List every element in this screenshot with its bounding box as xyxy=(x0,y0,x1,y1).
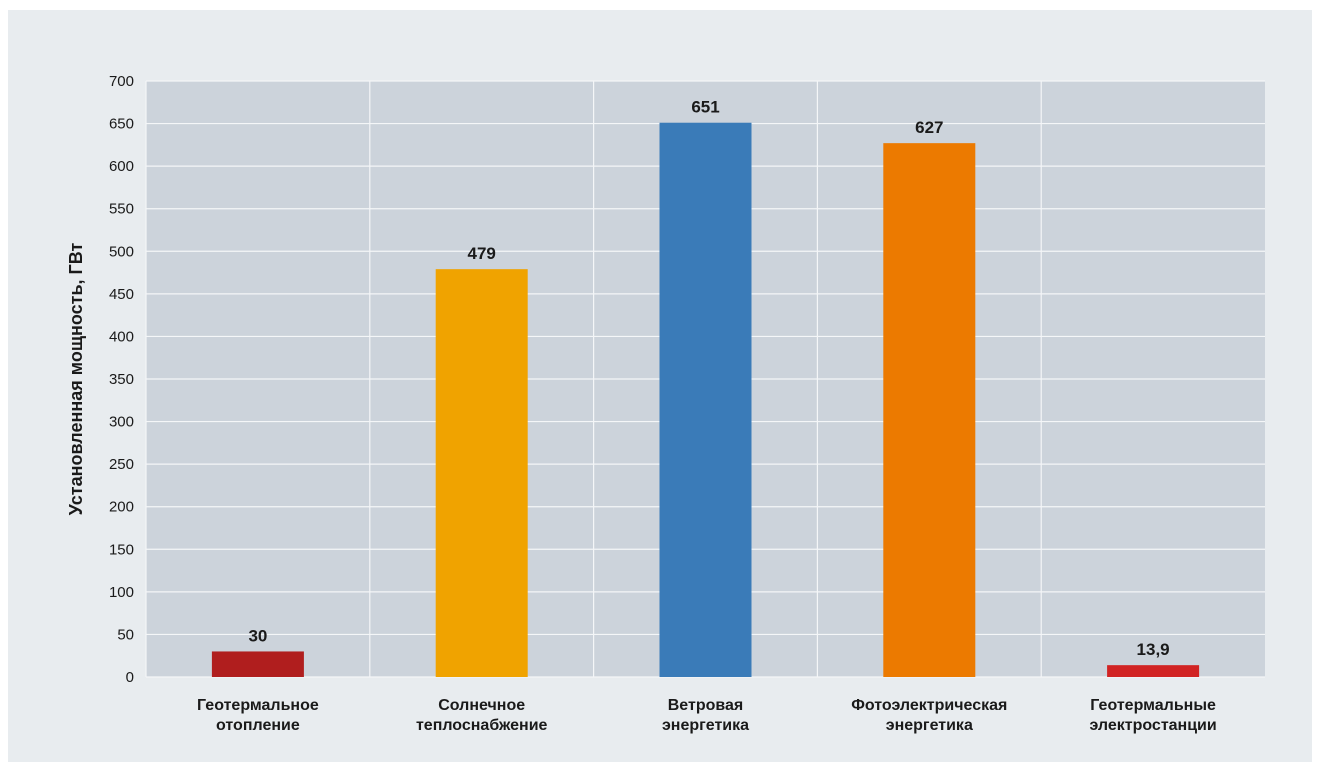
bar xyxy=(883,143,976,677)
bar xyxy=(435,269,528,677)
category-labels: Геотермальное отопление Солнечное теплоснаб… xyxy=(197,697,1217,734)
y-tick-label: 550 xyxy=(109,201,134,218)
y-tick-label: 450 xyxy=(109,286,134,303)
data-label: 30 xyxy=(248,626,267,645)
value-labels: 30 479 651 627 13,9 xyxy=(248,98,1169,659)
y-tick-label: 200 xyxy=(109,499,134,516)
y-tick-label: 150 xyxy=(109,541,134,558)
y-tick-label: 50 xyxy=(117,626,134,643)
y-tick-label: 0 xyxy=(126,669,134,686)
x-tick-label: теплоснабжение xyxy=(416,717,548,734)
x-tick-label: электростанции xyxy=(1089,717,1216,734)
y-tick-label: 500 xyxy=(109,243,134,260)
x-tick-label: Фотоэлектрическая xyxy=(851,697,1007,714)
x-tick-label: отопление xyxy=(216,717,300,734)
x-tick-label: энергетика xyxy=(886,717,973,734)
bars xyxy=(211,122,1200,678)
x-tick-label: Солнечное xyxy=(438,697,525,714)
y-tick-label: 350 xyxy=(109,371,134,388)
x-tick-label: Геотермальные xyxy=(1090,697,1216,714)
bar xyxy=(211,651,304,677)
y-tick-label: 400 xyxy=(109,328,134,345)
x-tick-label: Геотермальное xyxy=(197,697,319,714)
y-tick-label: 250 xyxy=(109,456,134,473)
bar-chart: 0 50 100 150 200 250 300 350 400 450 500 550 600 650 7… xyxy=(66,73,1265,734)
data-label: 651 xyxy=(691,98,719,117)
data-label: 479 xyxy=(468,244,496,263)
y-tick-label: 300 xyxy=(109,414,134,431)
y-tick-label: 100 xyxy=(109,584,134,601)
y-tick-label: 600 xyxy=(109,158,134,175)
y-tick-label: 700 xyxy=(109,73,134,90)
y-axis-title: Установленная мощность, ГВт xyxy=(66,243,86,516)
x-tick-label: Ветровая xyxy=(668,697,743,714)
bar xyxy=(659,122,752,678)
y-tick-labels: 0 50 100 150 200 250 300 350 400 450 500 550 600 650 7… xyxy=(109,73,134,686)
y-tick-label: 650 xyxy=(109,116,134,133)
x-tick-label: энергетика xyxy=(662,717,749,734)
chart-panel: 0 50 100 150 200 250 300 350 400 450 500 550 600 650 7… xyxy=(8,10,1312,762)
data-label: 627 xyxy=(915,118,943,137)
data-label: 13,9 xyxy=(1137,640,1170,659)
bar xyxy=(1107,665,1200,677)
